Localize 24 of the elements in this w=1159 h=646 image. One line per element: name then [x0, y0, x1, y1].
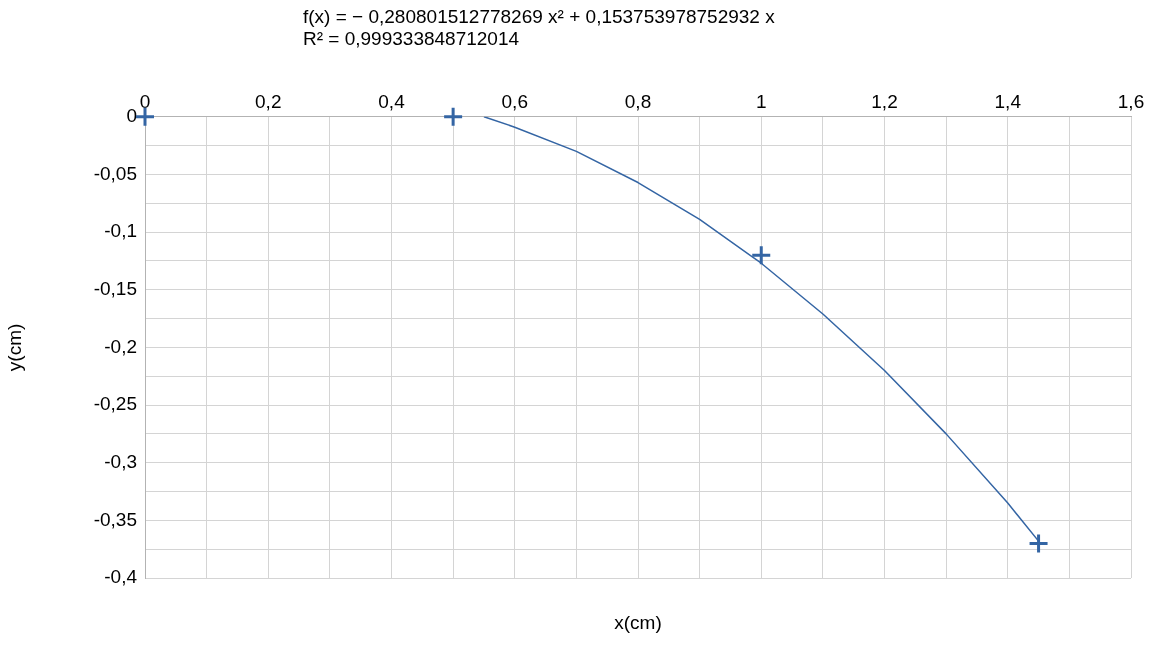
x-tick-label: 1,4 [994, 90, 1022, 112]
point [750, 244, 772, 266]
x-tick-label: 0,4 [378, 90, 406, 112]
x-tick-label: 0,8 [624, 90, 652, 112]
x-tick-label: 1,2 [871, 90, 898, 112]
x-tick-label: 1 [755, 90, 767, 112]
y-tick-label: -0,05 [93, 162, 137, 184]
x-axis-title: x(cm) [613, 612, 663, 634]
y-tick-label: -0,4 [104, 566, 138, 588]
x-tick-label: 0,2 [255, 90, 282, 112]
y-tick-label: 0 [126, 105, 137, 127]
y-tick-label: -0,15 [93, 277, 137, 299]
point [1028, 532, 1050, 554]
text: f(x) = − 0,280801512778269 x² + 0,153753978752932 x [303, 6, 775, 28]
x-tick-label: 1,6 [1117, 90, 1145, 112]
y-tick-label: -0,35 [93, 508, 137, 530]
y-axis-title: y(cm) [3, 323, 25, 372]
y-tick-label: -0,25 [93, 393, 137, 415]
x-tick-label: 0,6 [501, 90, 528, 112]
point [442, 106, 464, 128]
y-tick-label: -0,1 [104, 220, 137, 242]
text: R² = 0,999333848712014 [303, 28, 521, 50]
y-tick-label: -0,2 [104, 335, 137, 357]
y-tick-label: -0,3 [104, 450, 137, 472]
